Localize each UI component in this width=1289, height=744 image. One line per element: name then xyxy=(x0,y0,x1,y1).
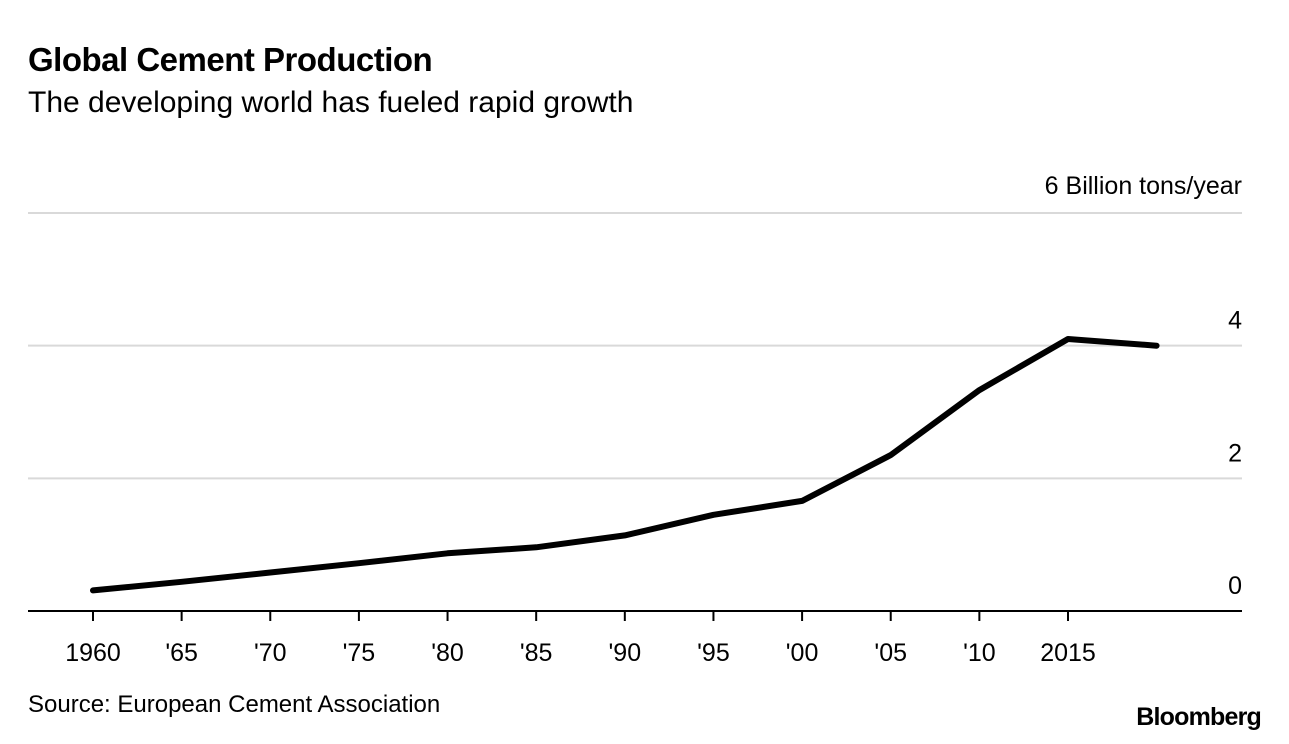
x-tick-label-2000: '00 xyxy=(786,639,819,667)
bloomberg-logo: Bloomberg xyxy=(1136,703,1262,731)
x-tick-label-1980: '80 xyxy=(431,639,464,667)
x-tick-label-2015: 2015 xyxy=(1040,639,1096,667)
chart-title: Global Cement Production xyxy=(28,41,433,78)
y-tick-label-4: 4 xyxy=(1228,307,1242,335)
series-line-0 xyxy=(90,336,1160,594)
x-tick-label-1970: '70 xyxy=(254,639,287,667)
gridlines xyxy=(28,212,1242,480)
x-axis: 1960 '65 '70 '75 '80 '85 '90 '95 '00 '05 '10 2015 xyxy=(28,610,1242,667)
x-tick-label-1975: '75 xyxy=(343,639,376,667)
series xyxy=(90,336,1160,594)
x-tick-label-1990: '90 xyxy=(609,639,642,667)
x-tick-label-1965: '65 xyxy=(165,639,198,667)
y-tick-label-0: 0 xyxy=(1228,572,1242,600)
x-tick-label-1985: '85 xyxy=(520,639,553,667)
chart-subtitle: The developing world has fueled rapid gr… xyxy=(28,86,634,119)
x-tick-label-2005: '05 xyxy=(874,639,907,667)
x-tick-label-1960: 1960 xyxy=(65,639,121,667)
x-tick-label-2010: '10 xyxy=(963,639,996,667)
y-tick-label-6: 6 Billion tons/year xyxy=(1045,172,1242,200)
x-tick-label-1995: '95 xyxy=(697,639,730,667)
y-axis-labels: 0 2 4 6 Billion tons/year xyxy=(1045,172,1242,600)
y-tick-label-2: 2 xyxy=(1228,439,1242,467)
source-note: Source: European Cement Association xyxy=(28,691,441,718)
